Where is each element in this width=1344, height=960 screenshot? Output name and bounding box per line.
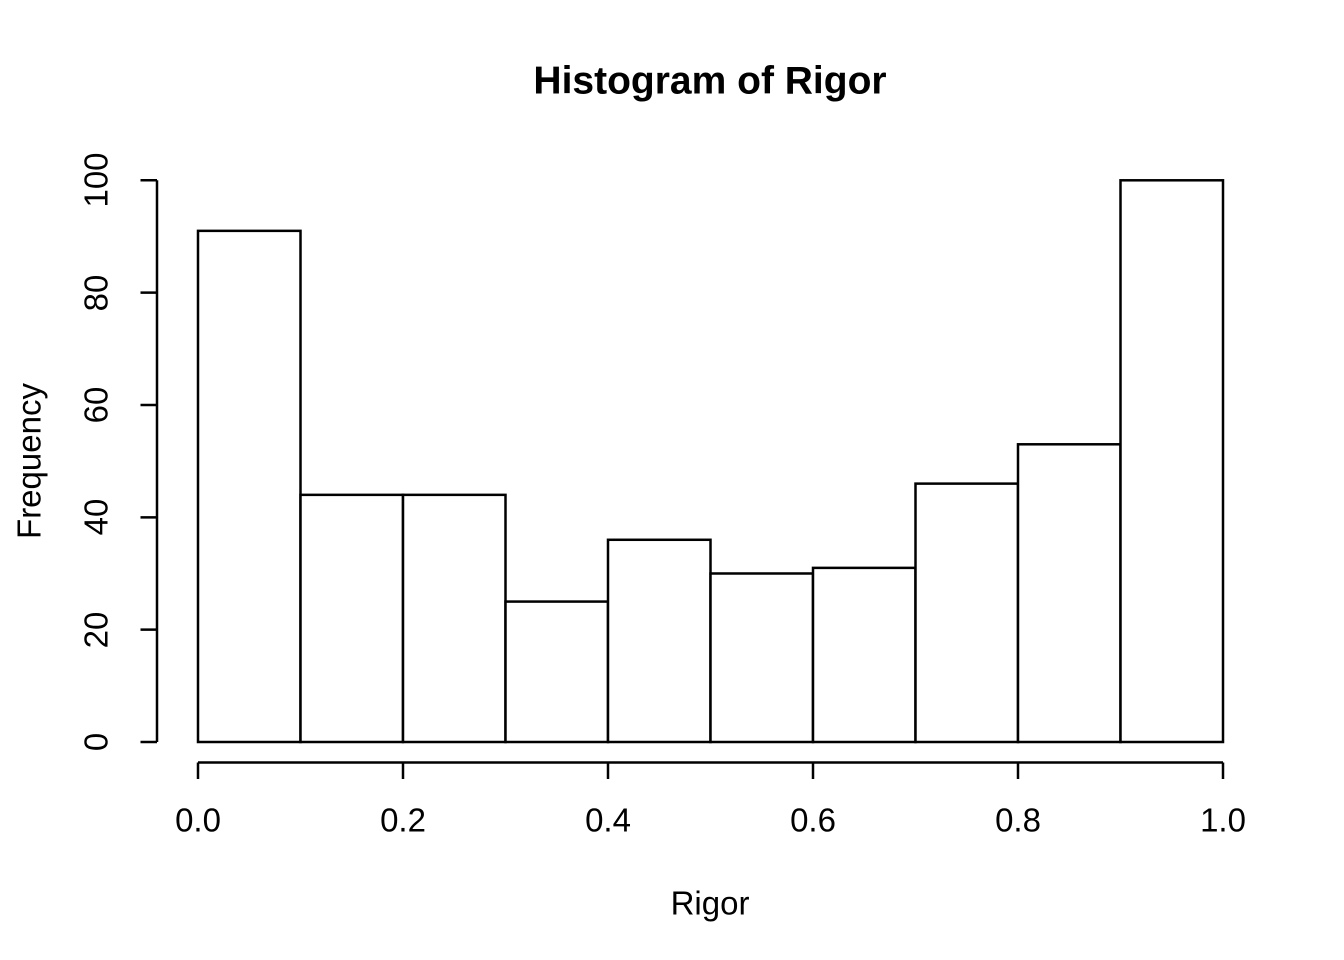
x-tick-label-0.4: 0.4 [585, 801, 631, 839]
histogram-bar-3 [504, 600, 610, 744]
histogram-bar-7 [914, 482, 1020, 744]
y-tick-label-40: 40 [77, 498, 115, 536]
histogram-bar-1 [299, 493, 405, 744]
histogram-bar-2 [401, 493, 507, 744]
histogram-bar-5 [709, 572, 815, 744]
x-tick-label-0.0: 0.0 [175, 801, 221, 839]
x-tick-label-1.0: 1.0 [1200, 801, 1246, 839]
y-tick-label-20: 20 [77, 611, 115, 649]
chart-title: Histogram of Rigor [533, 59, 887, 103]
y-tick-label-0: 0 [77, 732, 115, 752]
x-axis-label: Rigor [670, 884, 750, 922]
y-tick-label-80: 80 [77, 274, 115, 311]
histogram-bar-6 [811, 566, 917, 744]
x-tick-label-0.2: 0.2 [380, 801, 426, 839]
y-axis-label: Frequency [10, 383, 48, 539]
x-tick-label-0.8: 0.8 [995, 801, 1041, 839]
x-tick-label-0.6: 0.6 [790, 801, 836, 839]
histogram-bar-4 [606, 538, 712, 744]
histogram-bar-9 [1119, 179, 1225, 744]
y-tick-label-100: 100 [77, 152, 115, 208]
y-tick-label-60: 60 [77, 386, 115, 424]
histogram-bar-0 [196, 229, 302, 744]
histogram-bar-8 [1016, 443, 1122, 744]
